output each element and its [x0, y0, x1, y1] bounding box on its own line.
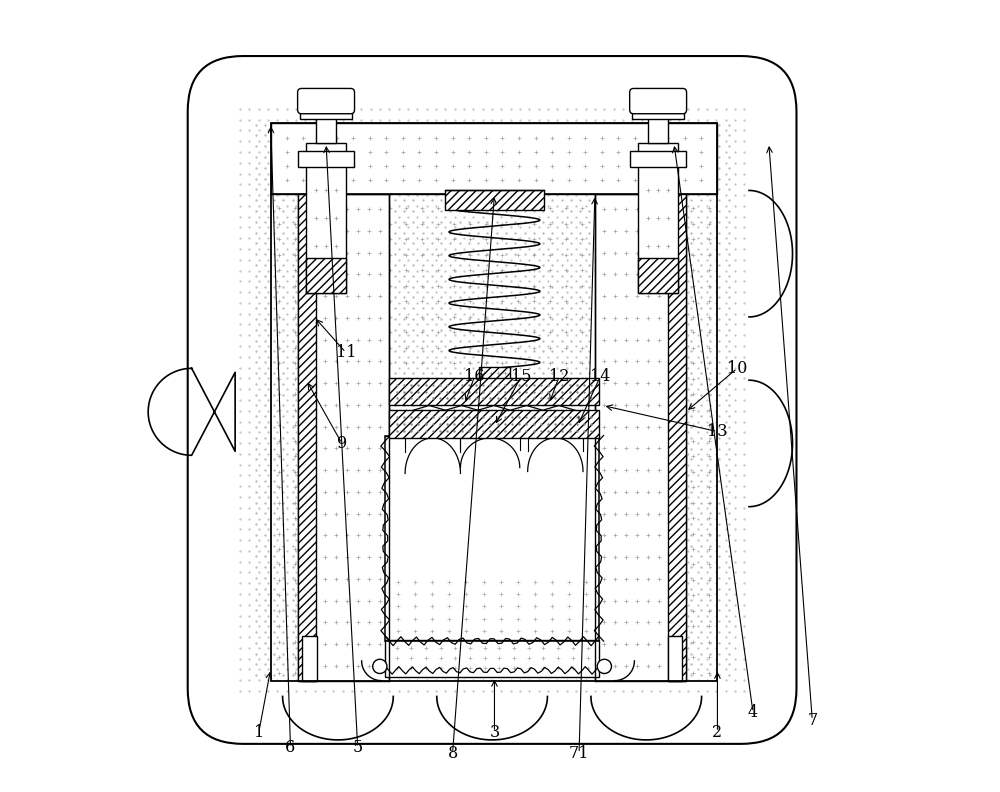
Text: 15: 15 — [511, 367, 532, 385]
Bar — [306, 143, 346, 293]
FancyBboxPatch shape — [298, 89, 355, 114]
Bar — [385, 436, 599, 641]
Bar — [595, 194, 686, 680]
Text: 13: 13 — [707, 423, 728, 440]
Bar — [306, 257, 346, 293]
Text: 4: 4 — [748, 704, 758, 721]
Bar — [271, 124, 717, 194]
Bar — [316, 116, 336, 143]
Bar — [271, 124, 717, 680]
Bar — [668, 194, 686, 680]
FancyBboxPatch shape — [188, 56, 796, 744]
Bar — [389, 378, 599, 406]
Bar — [385, 436, 599, 641]
Text: 8: 8 — [447, 744, 458, 762]
Bar — [302, 635, 317, 680]
Text: 9: 9 — [337, 435, 347, 452]
FancyBboxPatch shape — [630, 89, 687, 114]
Text: 1: 1 — [254, 724, 264, 741]
Text: 11: 11 — [336, 344, 356, 361]
Circle shape — [597, 659, 611, 673]
Bar — [298, 194, 316, 680]
Bar — [638, 143, 678, 293]
Bar — [389, 410, 599, 438]
Bar — [668, 635, 682, 680]
Text: 2: 2 — [712, 724, 722, 741]
Text: 12: 12 — [549, 367, 569, 385]
Text: 5: 5 — [353, 739, 363, 756]
Text: 14: 14 — [590, 367, 611, 385]
Text: 6: 6 — [285, 739, 296, 756]
Bar — [300, 105, 352, 120]
Bar — [638, 257, 678, 293]
Bar — [445, 190, 544, 210]
Bar — [298, 194, 389, 680]
Bar — [298, 151, 354, 167]
Text: 71: 71 — [569, 744, 589, 762]
Circle shape — [373, 659, 387, 673]
Bar — [648, 116, 668, 143]
Text: 3: 3 — [489, 724, 500, 741]
Bar — [385, 639, 599, 676]
Text: 10: 10 — [727, 360, 747, 377]
Text: 7: 7 — [807, 712, 817, 729]
Text: 16: 16 — [464, 367, 485, 385]
Bar — [630, 151, 686, 167]
Bar — [479, 367, 510, 392]
Bar — [479, 367, 510, 379]
Bar — [632, 105, 684, 120]
